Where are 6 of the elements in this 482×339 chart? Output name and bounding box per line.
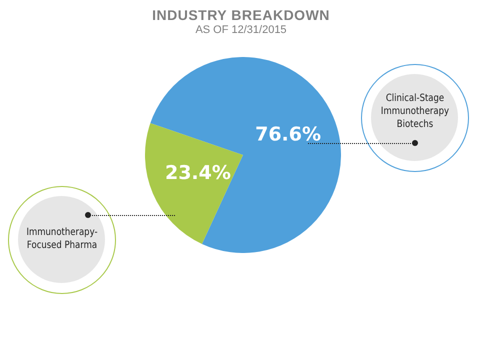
chart-title: INDUSTRY BREAKDOWN	[151, 7, 331, 23]
chart-subtitle: AS OF 12/31/2015	[194, 24, 288, 36]
data-label: 23.4%	[164, 162, 231, 184]
slice-label: Immunotherapy-Focused Pharma	[25, 226, 99, 252]
data-label: 76.6%	[255, 124, 322, 146]
slice-label: Clinical-Stage Immunotherapy Biotechs	[380, 92, 450, 131]
